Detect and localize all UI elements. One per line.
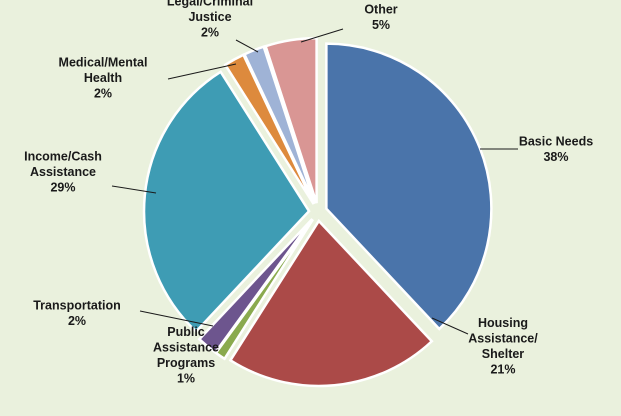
leader-line-income-cash-assistance bbox=[111, 185, 157, 194]
pie-slice-income-cash-assistance bbox=[142, 70, 311, 334]
pie-slice-other bbox=[264, 36, 318, 204]
data-label-basic-needs: Basic Needs 38% bbox=[519, 134, 593, 164]
data-label-legal-criminal-justice: Legal/Criminal Justice 2% bbox=[167, 0, 253, 40]
leader-line-legal-criminal-justice bbox=[235, 39, 259, 53]
leader-line-medical-mental-health bbox=[167, 63, 237, 80]
data-label-transportation: Transportation 2% bbox=[33, 298, 121, 328]
data-label-income-cash-assistance: Income/Cash Assistance 29% bbox=[24, 150, 102, 195]
leader-line-housing-assistance-shelter bbox=[431, 317, 469, 335]
data-label-other: Other 5% bbox=[364, 2, 397, 32]
leader-line-other bbox=[300, 28, 344, 43]
data-label-public-assistance-programs: Public Assistance Programs 1% bbox=[153, 325, 219, 386]
data-label-medical-mental-health: Medical/Mental Health 2% bbox=[59, 56, 148, 101]
pie-slice-transportation bbox=[197, 218, 314, 355]
pie-slice-basic-needs bbox=[325, 42, 493, 331]
leader-line-transportation bbox=[139, 310, 214, 327]
data-label-housing-assistance-shelter: Housing Assistance/Shelter 21% bbox=[468, 316, 538, 377]
pie-slice-housing-assistance-shelter bbox=[228, 218, 434, 388]
